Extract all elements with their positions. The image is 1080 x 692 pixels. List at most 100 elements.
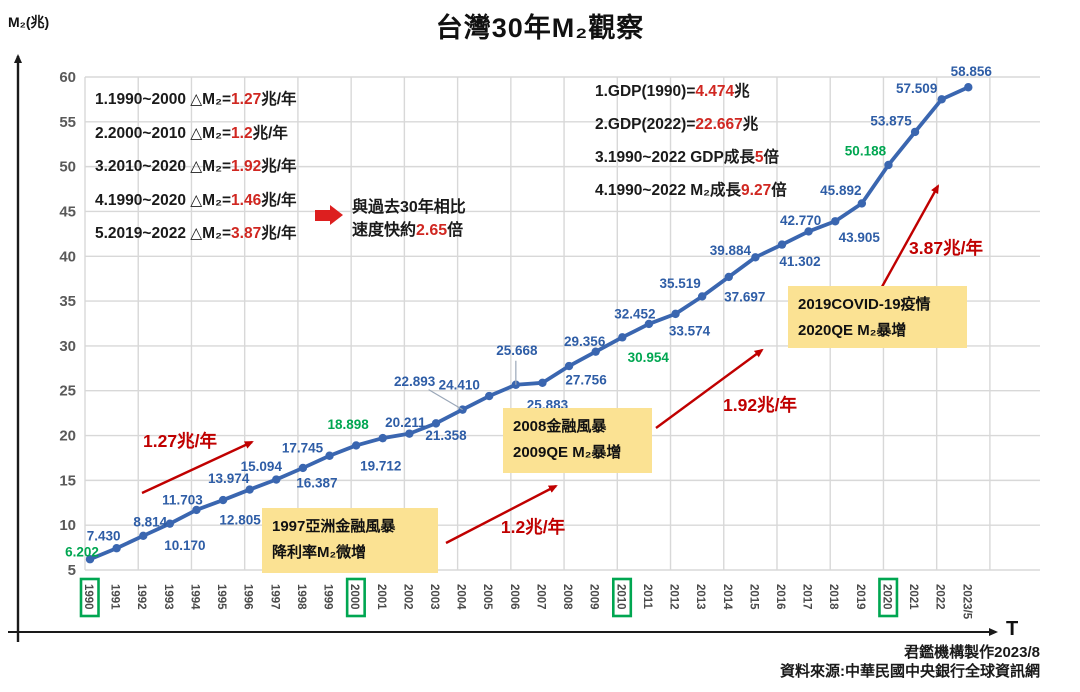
point-label-2006: 25.668 (496, 343, 538, 358)
data-point-1997 (272, 475, 281, 484)
point-label-1991: 7.430 (87, 529, 121, 544)
data-point-1998 (298, 463, 308, 473)
time-axis-label: T (1006, 618, 1019, 640)
x-tick-2005: 2005 (481, 584, 493, 610)
footer-credit: 君鑑機構製作2023/8 (904, 644, 1040, 661)
x-tick-2008: 2008 (561, 584, 573, 610)
x-tick-2009: 2009 (588, 584, 600, 610)
label-leader-line (428, 389, 463, 411)
x-tick-2003: 2003 (428, 584, 440, 610)
point-label-2019: 45.892 (820, 183, 861, 198)
y-tick-5: 5 (68, 562, 76, 579)
point-label-2008: 27.756 (565, 373, 607, 388)
x-tick-2001: 2001 (375, 584, 387, 610)
point-label-2001: 19.712 (360, 459, 401, 474)
point-label-1992: 8.814 (133, 514, 167, 529)
point-label-2004: 22.893 (394, 374, 436, 389)
point-label-2022: 57.509 (896, 81, 937, 96)
data-point-1993 (165, 519, 175, 528)
data-point-2017 (804, 227, 813, 236)
data-point-2011 (644, 319, 654, 329)
point-label-1993: 10.170 (164, 538, 205, 553)
gdp-annotation-line-3: 3.1990~2022 GDP成長5倍 (595, 149, 779, 166)
data-point-2009 (591, 347, 600, 356)
trend-arrow-label-3: 1.92兆/年 (723, 395, 797, 415)
x-tick-1990: 1990 (82, 584, 94, 610)
growth-rate-annotation-line-4: 4.1990~2020 △M₂=1.46兆/年 (95, 191, 297, 209)
trend-arrow-label-2: 1.2兆/年 (501, 517, 566, 537)
gdp-annotation-list: 1.GDP(1990)=4.474兆 2.GDP(2022)=22.667兆 3.1… (595, 75, 787, 207)
y-tick-45: 45 (59, 203, 76, 220)
y-tick-10: 10 (59, 517, 76, 534)
x-tick-2012: 2012 (668, 584, 680, 610)
trend-arrow-label-1: 1.27兆/年 (143, 431, 217, 451)
y-tick-40: 40 (59, 248, 76, 265)
x-tick-2018: 2018 (827, 584, 839, 610)
gdp-annotation-line-2: 2.GDP(2022)=22.667兆 (595, 116, 759, 133)
point-label-2018: 43.905 (839, 230, 881, 245)
highlight-box-2020 (878, 577, 899, 618)
x-tick-2000: 2000 (348, 584, 360, 610)
data-point-2001 (378, 433, 387, 443)
x-tick-2021: 2021 (907, 584, 919, 610)
x-tick-1995: 1995 (215, 584, 227, 610)
y-tick-30: 30 (59, 338, 76, 355)
y-tick-50: 50 (59, 159, 76, 176)
data-point-2013 (697, 292, 707, 301)
data-point-2016 (777, 240, 787, 249)
data-point-1992 (139, 531, 148, 541)
growth-rate-annotation-line-2: 2.2000~2010 △M₂=1.2兆/年 (95, 124, 288, 142)
x-tick-1997: 1997 (268, 584, 280, 610)
growth-rate-annotation-line-3: 3.2010~2020 △M₂=1.92兆/年 (95, 158, 297, 175)
point-label-2014: 37.697 (724, 289, 765, 304)
x-tick-1999: 1999 (322, 584, 334, 610)
y-axis-label: M₂(兆) (8, 14, 50, 30)
point-label-2010: 30.954 (628, 350, 670, 365)
y-tick-25: 25 (59, 383, 76, 400)
data-point-2018 (831, 217, 840, 226)
point-label-1994: 11.703 (162, 492, 203, 507)
compare-note-line1: 與過去30年相比 (352, 199, 466, 216)
x-tick-1991: 1991 (109, 584, 121, 610)
highlight-box-2000 (345, 577, 366, 618)
y-tick-55: 55 (59, 114, 76, 131)
point-label-2016: 41.302 (779, 254, 820, 269)
data-point-1999 (325, 451, 334, 460)
x-tick-1998: 1998 (295, 584, 307, 610)
x-tick-1996: 1996 (242, 584, 254, 610)
point-label-1990: 6.202 (65, 545, 99, 560)
x-tick-2015: 2015 (747, 584, 759, 610)
point-label-2015: 39.884 (710, 243, 752, 258)
point-label-1999: 17.745 (282, 440, 324, 455)
data-point-2022 (937, 95, 946, 104)
point-label-2000: 18.898 (328, 417, 370, 432)
y-tick-20: 20 (59, 428, 76, 445)
y-tick-labels: 5 10 15 20 25 30 35 40 45 50 55 60 (59, 69, 76, 579)
data-point-2010 (618, 333, 627, 342)
x-tick-2023/5: 2023/5 (960, 584, 972, 620)
point-label-2023/5: 58.856 (951, 64, 993, 79)
x-tick-1994: 1994 (188, 584, 200, 610)
point-label-2002: 20.211 (385, 415, 426, 430)
point-label-2017: 42.770 (780, 213, 821, 228)
data-point-labels: 6.2027.4308.81410.17011.70312.80513.9741… (65, 64, 992, 560)
x-tick-2004: 2004 (455, 584, 467, 610)
data-point-2019 (857, 199, 867, 208)
growth-rate-annotation-list: 1.1990~2000 △M₂=1.27兆/年 2.2000~2010 △M₂=1… (95, 83, 297, 251)
x-tick-2007: 2007 (534, 584, 546, 610)
y-tick-60: 60 (59, 69, 76, 86)
data-point-2023/5 (964, 83, 973, 92)
point-label-2020: 50.188 (845, 143, 887, 158)
data-point-2008 (564, 361, 574, 371)
data-point-2002 (405, 429, 414, 438)
point-label-2003: 21.358 (425, 428, 467, 443)
x-tick-2014: 2014 (721, 584, 733, 610)
growth-rate-annotation-line-5: 5.2019~2022 △M₂=3.87兆/年 (95, 225, 297, 242)
data-point-2005 (485, 391, 494, 401)
y-tick-15: 15 (59, 472, 76, 489)
data-point-1990 (85, 555, 95, 564)
x-tick-2011: 2011 (641, 584, 653, 610)
x-tick-2022: 2022 (934, 584, 946, 610)
